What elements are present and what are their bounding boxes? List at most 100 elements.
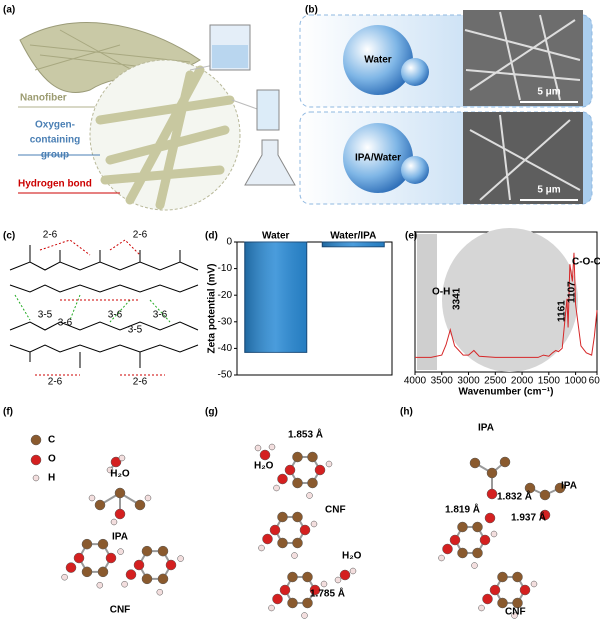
atom	[471, 562, 478, 569]
atom	[292, 451, 303, 463]
atom	[141, 545, 153, 557]
atom	[110, 518, 118, 526]
atom	[489, 584, 501, 596]
atom	[472, 521, 483, 533]
atom	[269, 524, 281, 536]
atom	[292, 537, 303, 549]
atom	[73, 552, 85, 564]
annotation: Hydrogen bond	[18, 179, 92, 190]
atom	[277, 537, 288, 549]
legend-label: O	[48, 454, 56, 465]
atom	[287, 597, 298, 609]
legend-label: H	[48, 473, 55, 484]
atom	[287, 571, 298, 583]
atom	[320, 580, 328, 588]
atom	[334, 576, 342, 584]
atom	[277, 473, 288, 485]
atom	[97, 566, 109, 578]
x-tick-label: 600	[589, 376, 600, 387]
panel-label: (a)	[3, 5, 15, 16]
molecule-label: H₂O	[342, 551, 362, 562]
distance-label: 1.819 Å	[445, 503, 480, 516]
distance-label: 1.937 Å	[511, 511, 546, 524]
bond-label: 2-6	[133, 377, 148, 388]
plot-frame	[236, 241, 393, 376]
x-tick-label: 2500	[484, 376, 507, 387]
atom	[449, 534, 461, 546]
atom	[302, 597, 313, 609]
atom	[94, 499, 106, 511]
atom	[497, 597, 508, 609]
bond-label: 3-6	[153, 310, 168, 321]
annotation: Nanofiber	[20, 93, 67, 104]
atom	[277, 511, 288, 523]
atom	[479, 534, 491, 546]
molecule-label: IPA	[112, 532, 128, 543]
atom	[472, 547, 483, 559]
atom	[165, 559, 177, 571]
panel-label: (g)	[205, 407, 218, 418]
atom	[279, 584, 291, 596]
atom	[97, 538, 109, 550]
atom	[554, 482, 566, 494]
distance-label: 1.832 Å	[497, 490, 532, 503]
panel-c-art	[9, 239, 199, 376]
molecule-label: CNF	[505, 607, 526, 618]
molecule-label: IPA	[561, 481, 577, 492]
atom	[497, 571, 508, 583]
atom	[105, 552, 117, 564]
molecule-label: H₂O	[110, 469, 130, 480]
atom	[268, 443, 276, 451]
atom	[539, 509, 551, 521]
atom	[268, 604, 275, 612]
atom	[81, 538, 93, 550]
molecule-label: H₂O	[254, 461, 274, 472]
atom	[530, 580, 538, 588]
atom	[134, 499, 146, 511]
solvent-label: IPA/Water	[355, 153, 401, 164]
atom	[157, 573, 169, 585]
atom	[30, 434, 42, 446]
panel-e-art	[414, 228, 598, 373]
atom	[133, 559, 145, 571]
atom	[292, 477, 303, 489]
spectrum-line	[415, 252, 598, 358]
atom	[121, 580, 128, 588]
atom	[457, 521, 468, 533]
bar-shade	[244, 242, 307, 353]
atom	[254, 444, 262, 452]
atom	[310, 520, 318, 528]
x-tick-label: 4000	[404, 376, 427, 387]
peak-annotation: O-H	[432, 287, 450, 298]
atom	[88, 494, 96, 502]
atom	[96, 581, 104, 589]
molecule-label: IPA	[478, 423, 494, 434]
x-tick-label: Water	[262, 231, 290, 242]
atom	[309, 584, 321, 596]
atom	[469, 457, 481, 469]
atom	[349, 567, 357, 575]
atom	[291, 552, 298, 559]
atom	[524, 482, 536, 494]
atom	[117, 548, 124, 555]
panel-b-art	[299, 10, 593, 205]
atom	[125, 569, 137, 580]
x-tick-label: 3500	[431, 376, 454, 387]
x-tick-label: 1500	[538, 376, 561, 387]
atom	[156, 588, 164, 596]
atom	[490, 530, 498, 538]
bond-label: 3-5	[38, 310, 53, 321]
atom	[307, 451, 318, 463]
x-tick-label: Water/IPA	[330, 231, 376, 242]
distance-label: 1.785 Å	[310, 587, 345, 600]
bond-label: 3-6	[58, 318, 73, 329]
atom	[61, 573, 68, 581]
atom	[81, 566, 93, 578]
atom	[141, 573, 153, 585]
atom	[306, 492, 313, 499]
bond-label: 3-5	[128, 325, 143, 336]
panel-a-art	[18, 22, 296, 211]
atom	[144, 494, 152, 502]
x-axis-label: Wavenumber (cm⁻¹)	[459, 387, 554, 398]
peak-annotation: 1107	[567, 281, 578, 303]
